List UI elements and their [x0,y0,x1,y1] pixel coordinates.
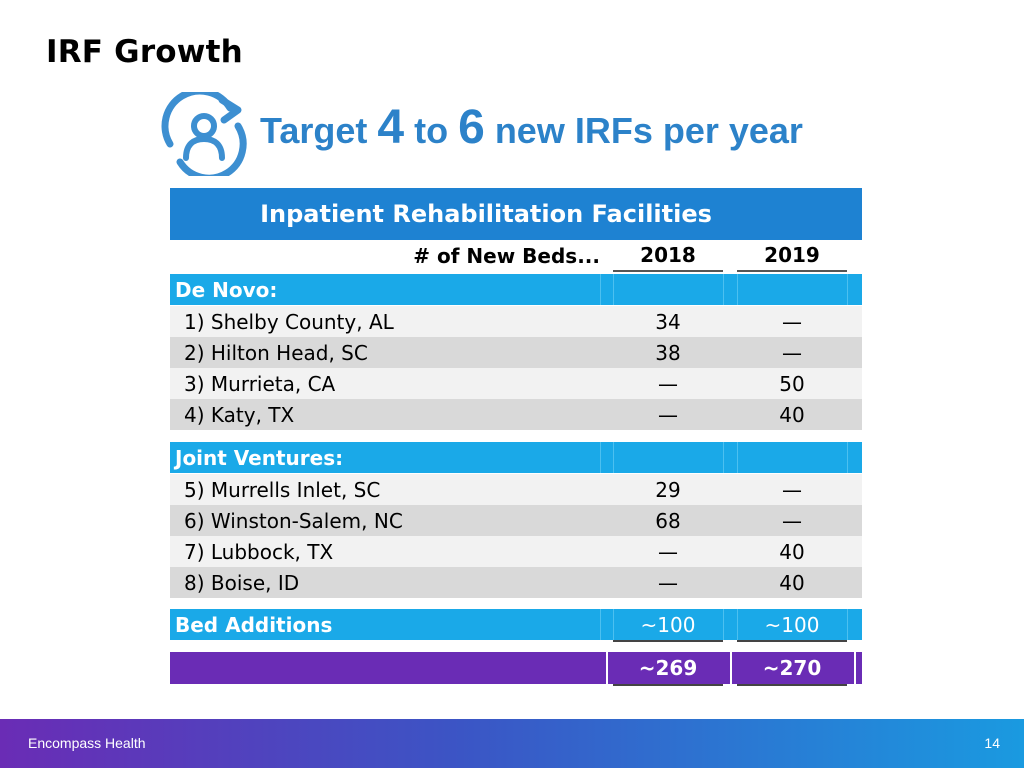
row-label: 8) Boise, ID [184,570,300,595]
table-row: 3) Murrieta, CA — 50 [170,368,862,399]
bed-additions-row: Bed Additions ~100 ~100 [170,609,862,642]
column-header-label: # of New Beds... [413,244,600,268]
headline-text: Target 4 to 6 new IRFs per year [260,104,803,152]
divider [847,442,848,473]
headline-num1: 4 [377,101,405,154]
underline [737,640,847,642]
divider [854,652,856,684]
person-refresh-icon [161,92,247,176]
value-2019: 50 [779,371,805,396]
divider [723,274,724,305]
table-row: 7) Lubbock, TX — 40 [170,536,862,567]
divider [600,609,601,640]
value-2019: — [782,477,802,502]
section-joint-ventures: Joint Ventures: [170,442,862,473]
divider [613,609,614,640]
table-row: 4) Katy, TX — 40 [170,399,862,430]
section-de-novo: De Novo: [170,274,862,305]
value-2019: 40 [779,539,805,564]
divider [723,442,724,473]
total-2018: ~269 [638,656,698,680]
value-2018: — [658,402,678,427]
value-2018: — [658,371,678,396]
value-2019: — [782,309,802,334]
value-2018: 34 [655,309,681,334]
row-label: 3) Murrieta, CA [184,371,336,396]
headline-num2: 6 [458,101,485,154]
headline-suffix: new IRFs per year [494,110,803,151]
value-2018: 29 [655,477,681,502]
column-header-2018: 2018 [613,240,723,272]
value-2018: — [658,539,678,564]
underline [613,640,723,642]
divider [737,442,738,473]
table-header: Inpatient Rehabilitation Facilities [170,188,862,240]
table-row: 5) Murrells Inlet, SC 29 — [170,474,862,505]
value-2019: 40 [779,570,805,595]
footer-bar: Encompass Health 14 [0,719,1024,768]
section-title: De Novo: [175,277,278,302]
total-row: ~269 ~270 [170,652,862,686]
table-row: 1) Shelby County, AL 34 — [170,306,862,337]
headline-mid: to [414,110,449,151]
slide-title: IRF Growth [46,34,243,70]
row-label: 5) Murrells Inlet, SC [184,477,381,502]
value-2019: 40 [779,402,805,427]
value-2018: — [658,570,678,595]
divider [613,442,614,473]
divider [737,609,738,640]
value-2019: ~100 [764,612,820,637]
headline: Target 4 to 6 new IRFs per year [158,92,878,176]
table-row: 8) Boise, ID — 40 [170,567,862,598]
divider [847,609,848,640]
row-label: 1) Shelby County, AL [184,309,394,334]
divider [606,652,608,684]
divider [847,274,848,305]
headline-prefix: Target [260,110,368,151]
value-2019: — [782,340,802,365]
value-2019: — [782,508,802,533]
divider [613,274,614,305]
row-label: 6) Winston-Salem, NC [184,508,403,533]
bed-additions-label: Bed Additions [175,612,333,637]
divider [730,652,732,684]
page-number: 14 [984,735,1000,751]
divider [737,274,738,305]
column-header-2019: 2019 [737,240,847,272]
irf-table: Inpatient Rehabilitation Facilities # of… [170,188,862,686]
divider [723,609,724,640]
value-2018: 68 [655,508,681,533]
value-2018: 38 [655,340,681,365]
table-row: 2) Hilton Head, SC 38 — [170,337,862,368]
section-title: Joint Ventures: [175,445,344,470]
footer-brand: Encompass Health [28,735,146,751]
row-label: 2) Hilton Head, SC [184,340,368,365]
divider [600,442,601,473]
total-2019: ~270 [762,656,822,680]
value-2018: ~100 [640,612,696,637]
row-label: 4) Katy, TX [184,402,295,427]
row-label: 7) Lubbock, TX [184,539,334,564]
underline [613,684,723,686]
underline [737,684,847,686]
divider [600,274,601,305]
table-row: 6) Winston-Salem, NC 68 — [170,505,862,536]
